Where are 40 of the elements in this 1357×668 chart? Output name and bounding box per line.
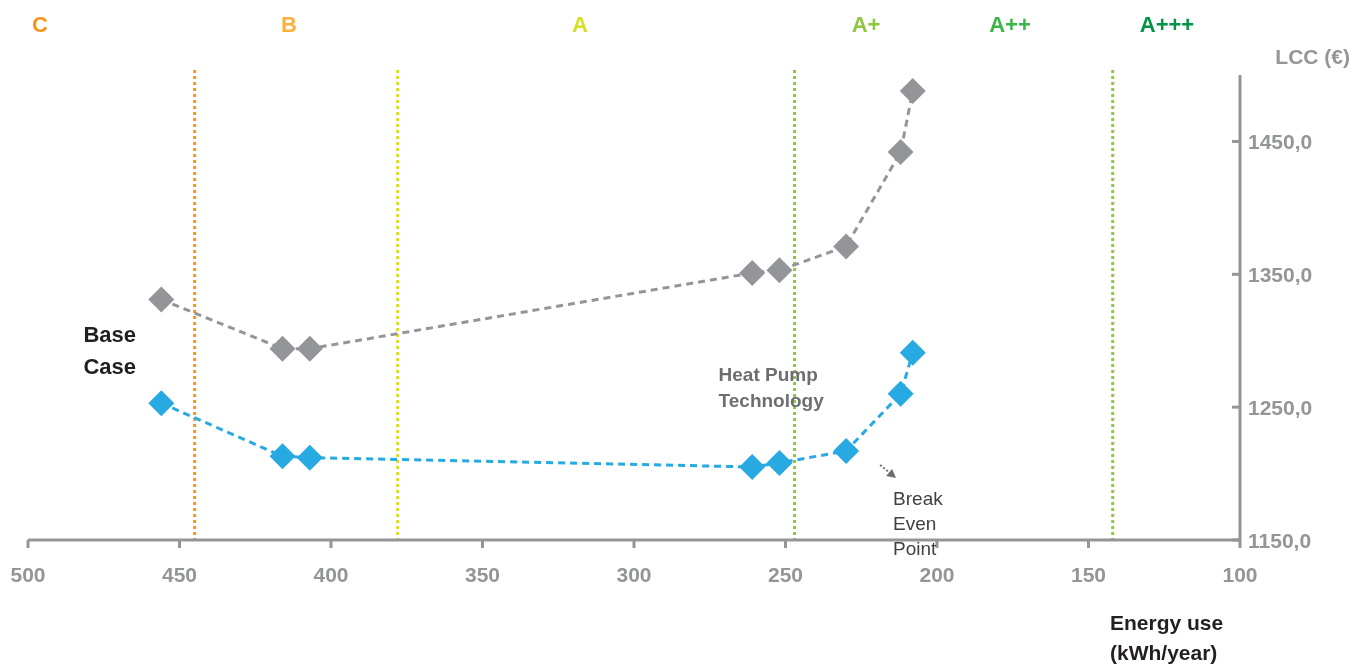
point (739, 259, 766, 286)
y-tick-label: 1450,0 (1248, 130, 1313, 154)
x-tick-label: 250 (767, 563, 804, 586)
point (148, 390, 175, 417)
x-tick-label: 400 (313, 563, 349, 586)
point (887, 380, 914, 407)
x-tick-label: 350 (464, 563, 501, 586)
annotation: Base Case (83, 322, 136, 380)
y-tick-label: 1250,0 (1248, 396, 1313, 420)
x-tick-label: 100 (1222, 563, 1258, 586)
y-tick-label: 1350,0 (1248, 263, 1313, 287)
point (766, 257, 793, 284)
annotation: Heat Pump Technology (718, 363, 825, 411)
point (833, 437, 860, 464)
point (899, 339, 926, 366)
x-tick-label: 200 (919, 563, 955, 586)
text: A+++ (1139, 12, 1195, 37)
point (899, 77, 926, 104)
point (766, 449, 793, 476)
point (887, 139, 914, 166)
point (833, 233, 860, 260)
annotation: Break Even Point (893, 487, 944, 559)
point (296, 444, 323, 471)
x-tick-label: 150 (1070, 563, 1107, 586)
point (269, 443, 296, 470)
y-tick-label: 1150,0 (1248, 529, 1312, 552)
text: A+ (851, 12, 881, 37)
x-axis-title: Energy use (kWh/year) (1110, 611, 1224, 664)
x-tick-label: 500 (10, 563, 46, 586)
x-tick-label: 300 (616, 563, 652, 586)
point (269, 335, 296, 362)
point (148, 286, 175, 313)
text: A++ (989, 12, 1031, 37)
text: C (32, 12, 49, 37)
text: B (281, 12, 297, 37)
text: A (572, 12, 589, 37)
x-tick-label: 450 (161, 563, 198, 586)
point (296, 335, 323, 362)
point (739, 453, 766, 480)
y-axis-title: LCC (€) (1275, 45, 1350, 68)
